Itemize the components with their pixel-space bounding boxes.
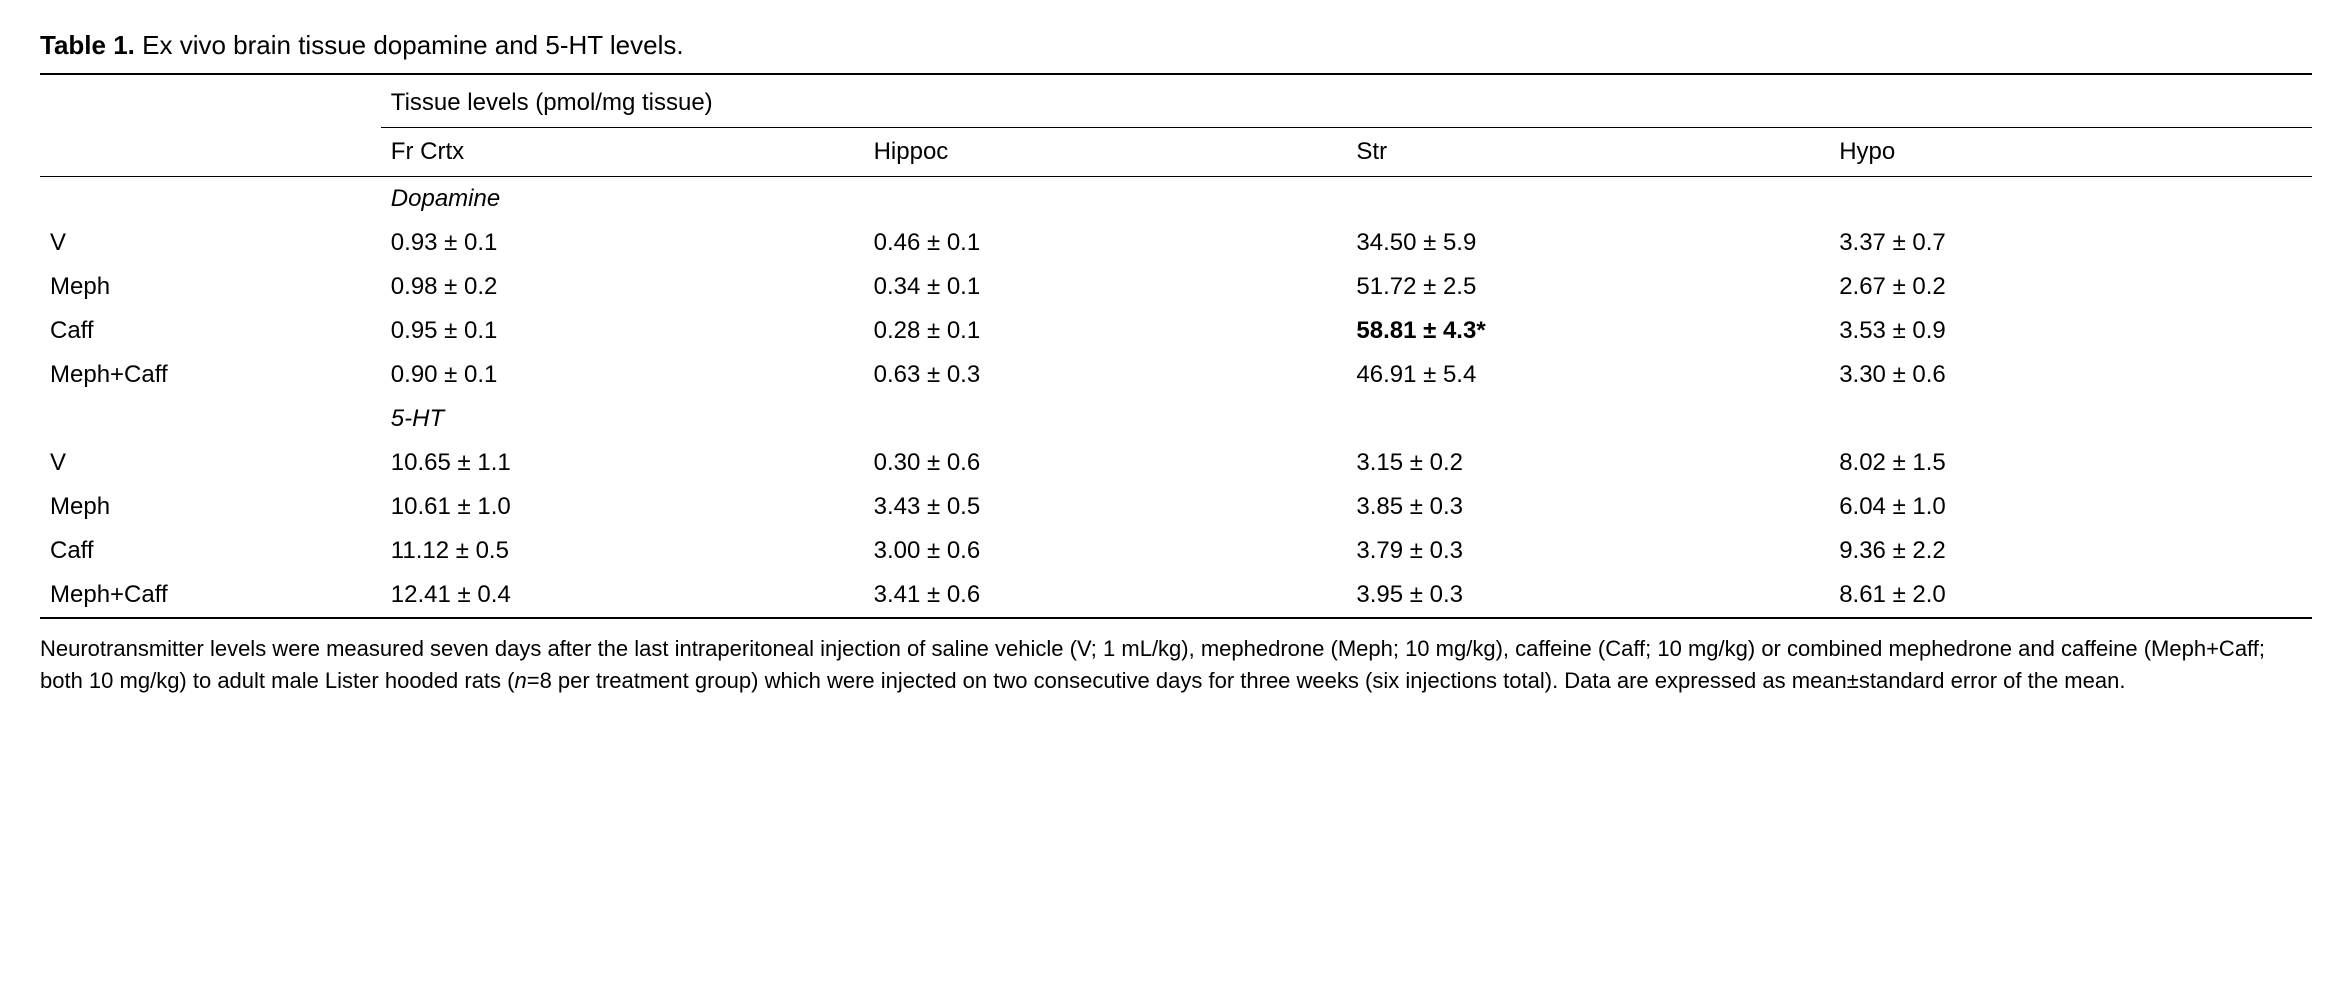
cell: 3.85 ± 0.3	[1346, 485, 1829, 529]
section-label: Dopamine	[381, 177, 2312, 222]
row-label: Meph+Caff	[40, 353, 381, 397]
cell: 3.37 ± 0.7	[1829, 221, 2312, 265]
cell: 51.72 ± 2.5	[1346, 265, 1829, 309]
cell: 3.53 ± 0.9	[1829, 309, 2312, 353]
super-header: Tissue levels (pmol/mg tissue)	[381, 74, 2312, 128]
col-header: Str	[1346, 128, 1829, 177]
cell: 3.41 ± 0.6	[864, 573, 1347, 618]
cell: 11.12 ± 0.5	[381, 529, 864, 573]
table-row: V 10.65 ± 1.1 0.30 ± 0.6 3.15 ± 0.2 8.02…	[40, 441, 2312, 485]
cell: 3.95 ± 0.3	[1346, 573, 1829, 618]
col-header: Hypo	[1829, 128, 2312, 177]
cell: 0.34 ± 0.1	[864, 265, 1347, 309]
cell: 58.81 ± 4.3*	[1346, 309, 1829, 353]
section-label: 5-HT	[381, 397, 2312, 441]
table-row: Meph 10.61 ± 1.0 3.43 ± 0.5 3.85 ± 0.3 6…	[40, 485, 2312, 529]
cell: 10.65 ± 1.1	[381, 441, 864, 485]
column-header-row: Fr Crtx Hippoc Str Hypo	[40, 128, 2312, 177]
cell: 0.98 ± 0.2	[381, 265, 864, 309]
cell: 8.02 ± 1.5	[1829, 441, 2312, 485]
table-caption: Neurotransmitter levels were measured se…	[40, 633, 2312, 697]
table-row: Meph+Caff 0.90 ± 0.1 0.63 ± 0.3 46.91 ± …	[40, 353, 2312, 397]
cell: 6.04 ± 1.0	[1829, 485, 2312, 529]
cell: 0.90 ± 0.1	[381, 353, 864, 397]
table-row: Meph+Caff 12.41 ± 0.4 3.41 ± 0.6 3.95 ± …	[40, 573, 2312, 618]
cell: 0.30 ± 0.6	[864, 441, 1347, 485]
cell: 0.63 ± 0.3	[864, 353, 1347, 397]
row-label: Meph	[40, 265, 381, 309]
cell: 9.36 ± 2.2	[1829, 529, 2312, 573]
row-label: Meph	[40, 485, 381, 529]
cell: 2.67 ± 0.2	[1829, 265, 2312, 309]
cell: 8.61 ± 2.0	[1829, 573, 2312, 618]
cell: 34.50 ± 5.9	[1346, 221, 1829, 265]
super-header-row: Tissue levels (pmol/mg tissue)	[40, 74, 2312, 128]
cell: 3.00 ± 0.6	[864, 529, 1347, 573]
cell: 3.79 ± 0.3	[1346, 529, 1829, 573]
table-title: Table 1. Ex vivo brain tissue dopamine a…	[40, 30, 2312, 61]
cell: 3.30 ± 0.6	[1829, 353, 2312, 397]
cell: 46.91 ± 5.4	[1346, 353, 1829, 397]
row-label: Meph+Caff	[40, 573, 381, 618]
row-label: V	[40, 441, 381, 485]
table-label: Table 1.	[40, 30, 135, 60]
col-header: Fr Crtx	[381, 128, 864, 177]
cell: 0.28 ± 0.1	[864, 309, 1347, 353]
row-label: Caff	[40, 529, 381, 573]
section-row: 5-HT	[40, 397, 2312, 441]
cell: 3.15 ± 0.2	[1346, 441, 1829, 485]
cell: 3.43 ± 0.5	[864, 485, 1347, 529]
cell: 10.61 ± 1.0	[381, 485, 864, 529]
table-title-text: Ex vivo brain tissue dopamine and 5-HT l…	[142, 30, 683, 60]
cell: 0.95 ± 0.1	[381, 309, 864, 353]
row-label: V	[40, 221, 381, 265]
cell: 0.93 ± 0.1	[381, 221, 864, 265]
table-row: Meph 0.98 ± 0.2 0.34 ± 0.1 51.72 ± 2.5 2…	[40, 265, 2312, 309]
cell: 12.41 ± 0.4	[381, 573, 864, 618]
caption-text: =8 per treatment group) which were injec…	[527, 668, 2126, 693]
section-row: Dopamine	[40, 177, 2312, 222]
col-header: Hippoc	[864, 128, 1347, 177]
caption-n: n	[514, 668, 526, 693]
table-row: Caff 11.12 ± 0.5 3.00 ± 0.6 3.79 ± 0.3 9…	[40, 529, 2312, 573]
table-row: V 0.93 ± 0.1 0.46 ± 0.1 34.50 ± 5.9 3.37…	[40, 221, 2312, 265]
row-label: Caff	[40, 309, 381, 353]
table-row: Caff 0.95 ± 0.1 0.28 ± 0.1 58.81 ± 4.3* …	[40, 309, 2312, 353]
cell: 0.46 ± 0.1	[864, 221, 1347, 265]
data-table: Tissue levels (pmol/mg tissue) Fr Crtx H…	[40, 73, 2312, 619]
